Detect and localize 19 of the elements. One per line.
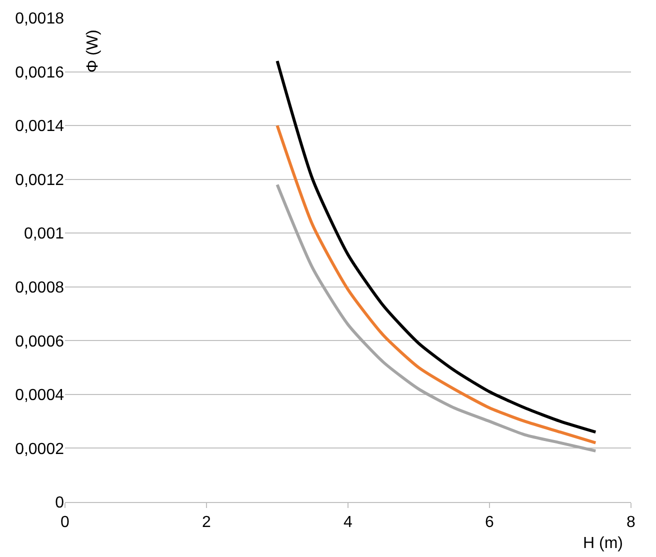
x-tick-label: 2 <box>202 514 212 532</box>
x-tick-label: 8 <box>626 514 636 532</box>
y-tick-label: 0,0008 <box>15 279 64 296</box>
y-tick-label: 0 <box>55 494 64 512</box>
y-tick-label: 0,0004 <box>15 387 64 404</box>
line-series <box>276 183 598 452</box>
y-tick-label: 0,0006 <box>15 333 64 350</box>
x-tick-label: 4 <box>344 514 353 532</box>
line-series <box>276 124 598 444</box>
y-tick-label: 0,001 <box>24 226 64 243</box>
y-tick-label: 0,0018 <box>15 10 64 28</box>
y-tick-label: 0,0014 <box>15 118 64 136</box>
x-axis-title: H (m) <box>583 535 623 552</box>
line-series <box>276 60 598 434</box>
y-tick-label: 0,0012 <box>15 172 64 189</box>
y-axis-title: Φ (W) <box>84 30 102 73</box>
y-tick-label: 0,0016 <box>15 64 64 82</box>
y-tick-label: 0,0002 <box>15 440 64 458</box>
x-tick-label: 6 <box>485 514 494 532</box>
